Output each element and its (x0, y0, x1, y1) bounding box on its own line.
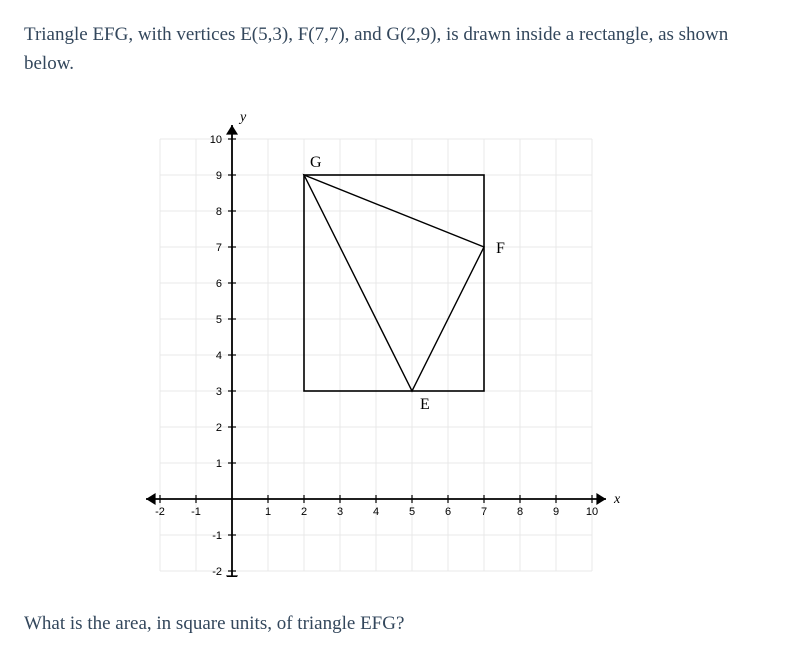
svg-text:1: 1 (216, 458, 222, 470)
svg-text:10: 10 (586, 506, 598, 518)
svg-text:1: 1 (265, 506, 271, 518)
svg-text:-1: -1 (212, 530, 222, 542)
problem-question: What is the area, in square units, of tr… (24, 609, 776, 638)
vertex-label-e: E (420, 396, 430, 413)
problem-intro: Triangle EFG, with vertices E(5,3), F(7,… (24, 20, 776, 79)
vertex-label-f: F (496, 240, 505, 257)
coordinate-plane-svg: -2 -1 1 2 3 4 5 6 7 8 9 10 -2 -1 1 2 3 4 5 6 7 8 9 10 x y E F G (120, 107, 680, 577)
vertex-label-g: G (310, 154, 322, 171)
svg-text:3: 3 (337, 506, 343, 518)
svg-text:6: 6 (445, 506, 451, 518)
svg-text:5: 5 (409, 506, 415, 518)
svg-text:4: 4 (373, 506, 379, 518)
svg-text:y: y (238, 110, 247, 125)
svg-text:4: 4 (216, 350, 222, 362)
graph-container: -2 -1 1 2 3 4 5 6 7 8 9 10 -2 -1 1 2 3 4 5 6 7 8 9 10 x y E F G (24, 107, 776, 577)
svg-text:8: 8 (216, 206, 222, 218)
svg-text:3: 3 (216, 386, 222, 398)
svg-text:x: x (613, 492, 621, 507)
svg-text:7: 7 (216, 242, 222, 254)
svg-text:-2: -2 (212, 566, 222, 577)
svg-text:6: 6 (216, 278, 222, 290)
svg-text:5: 5 (216, 314, 222, 326)
svg-text:-2: -2 (155, 506, 165, 518)
svg-text:9: 9 (216, 170, 222, 182)
svg-text:10: 10 (210, 134, 222, 146)
svg-text:9: 9 (553, 506, 559, 518)
svg-text:2: 2 (301, 506, 307, 518)
svg-text:7: 7 (481, 506, 487, 518)
svg-text:2: 2 (216, 422, 222, 434)
svg-text:-1: -1 (191, 506, 201, 518)
svg-text:8: 8 (517, 506, 523, 518)
